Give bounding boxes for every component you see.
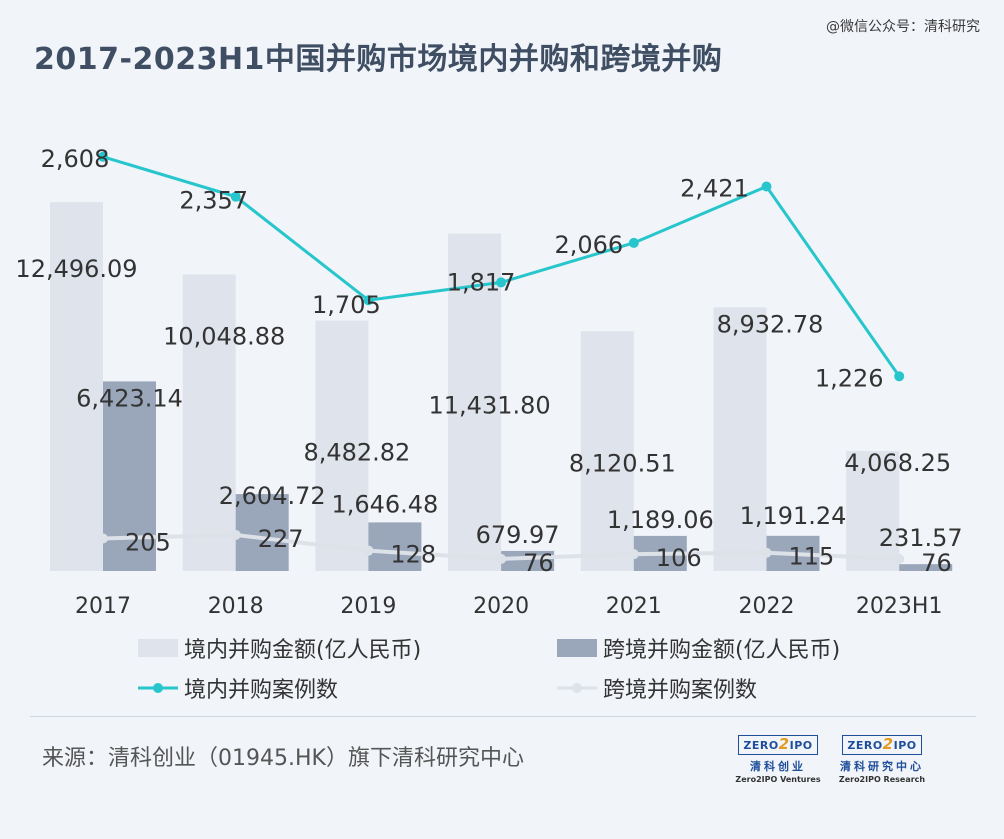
domestic-amount-label: 10,048.88 bbox=[163, 322, 285, 350]
domestic-count-point bbox=[230, 191, 241, 202]
crossborder-amount-bar bbox=[899, 564, 953, 571]
zero2ipo-research-logo: ZERO2IPO 清科研究中心 Zero2IPO Research bbox=[838, 735, 926, 784]
crossborder-count-label: 227 bbox=[258, 525, 304, 553]
domestic-amount-label: 8,932.78 bbox=[717, 310, 824, 338]
domestic-amount-label: 11,431.80 bbox=[429, 392, 551, 420]
x-tick-label: 2018 bbox=[208, 594, 264, 619]
crossborder-count-point bbox=[230, 529, 241, 540]
domestic-amount-bar bbox=[315, 320, 369, 571]
x-tick-label: 2017 bbox=[75, 594, 131, 619]
crossborder-count-label: 115 bbox=[789, 543, 835, 571]
crossborder-count-label: 76 bbox=[523, 549, 554, 577]
x-tick-label: 2022 bbox=[739, 594, 795, 619]
domestic-count-label: 1,226 bbox=[815, 364, 884, 392]
domestic-count-label: 1,817 bbox=[447, 268, 516, 296]
crossborder-amount-label: 2,604.72 bbox=[219, 482, 326, 510]
domestic-count-point bbox=[761, 181, 772, 192]
crossborder-count-point bbox=[98, 533, 108, 544]
domestic-count-point bbox=[496, 277, 507, 288]
domestic-amount-bar bbox=[182, 274, 236, 571]
crossborder-count-point bbox=[496, 553, 507, 564]
divider bbox=[30, 716, 976, 717]
crossborder-amount-label: 231.57 bbox=[879, 524, 963, 552]
legend-swatch bbox=[557, 639, 597, 657]
crossborder-count-point bbox=[628, 549, 639, 560]
domestic-amount-bar bbox=[50, 202, 103, 571]
chart-area: 2017 2018 2019 2020 2021 2022 2023H1 12,496.09 1… bbox=[15, 145, 963, 703]
chart-title: 2017-2023H1中国并购市场境内并购和跨境并购 bbox=[34, 42, 723, 77]
domestic-count-point bbox=[894, 371, 905, 382]
domestic-amount-label: 4,068.25 bbox=[844, 449, 951, 477]
domestic-amount-bar bbox=[580, 331, 634, 571]
legend-marker bbox=[572, 683, 582, 693]
legend-swatch bbox=[138, 639, 178, 657]
source-note: 来源：清科创业（01945.HK）旗下清科研究中心 bbox=[42, 746, 524, 771]
x-tick-label: 2023H1 bbox=[856, 594, 943, 619]
crossborder-amount-bar bbox=[368, 522, 422, 571]
crossborder-count-point bbox=[894, 553, 905, 564]
domestic-amount-label: 12,496.09 bbox=[15, 255, 137, 283]
domestic-count-point bbox=[363, 295, 374, 306]
crossborder-count-label: 205 bbox=[125, 528, 171, 556]
domestic-amount-label: 8,482.82 bbox=[303, 439, 410, 467]
domestic-count-label: 1,705 bbox=[312, 291, 381, 319]
x-tick-label: 2021 bbox=[606, 594, 662, 619]
domestic-count-label: 2,066 bbox=[554, 231, 623, 259]
legend-label: 境内并购案例数 bbox=[184, 678, 338, 703]
legend-label: 境内并购金额(亿人民币) bbox=[184, 638, 421, 663]
domestic-count-label: 2,608 bbox=[41, 145, 110, 173]
crossborder-count-label: 106 bbox=[656, 544, 702, 572]
x-tick-label: 2019 bbox=[340, 594, 396, 619]
legend-label: 跨境并购案例数 bbox=[603, 678, 757, 703]
crossborder-count-label: 76 bbox=[921, 549, 952, 577]
domestic-count-label: 2,421 bbox=[680, 174, 749, 202]
domestic-amount-bar bbox=[713, 307, 767, 571]
domestic-count-point bbox=[628, 237, 639, 248]
crossborder-amount-label: 6,423.14 bbox=[76, 384, 183, 412]
crossborder-amount-label: 1,189.06 bbox=[607, 506, 714, 534]
crossborder-amount-bar bbox=[235, 494, 289, 571]
crossborder-count-point bbox=[761, 547, 772, 558]
crossborder-amount-label: 1,646.48 bbox=[331, 490, 438, 518]
domestic-count-point bbox=[98, 151, 108, 162]
crossborder-amount-label: 1,191.24 bbox=[740, 502, 847, 530]
domestic-amount-label: 8,120.51 bbox=[569, 449, 676, 477]
legend-marker bbox=[153, 683, 163, 693]
crossborder-amount-label: 679.97 bbox=[476, 521, 560, 549]
legend-label: 跨境并购金额(亿人民币) bbox=[603, 638, 840, 663]
domestic-amount-bar bbox=[846, 450, 900, 571]
zero2ipo-ventures-logo: ZERO2IPO 清科创业 Zero2IPO Ventures bbox=[735, 735, 821, 784]
domestic-count-label: 2,357 bbox=[179, 187, 248, 215]
watermark: @微信公众号：清科研究 bbox=[826, 19, 980, 35]
crossborder-count-label: 128 bbox=[390, 541, 436, 569]
crossborder-count-point bbox=[363, 545, 374, 556]
x-tick-label: 2020 bbox=[473, 594, 529, 619]
